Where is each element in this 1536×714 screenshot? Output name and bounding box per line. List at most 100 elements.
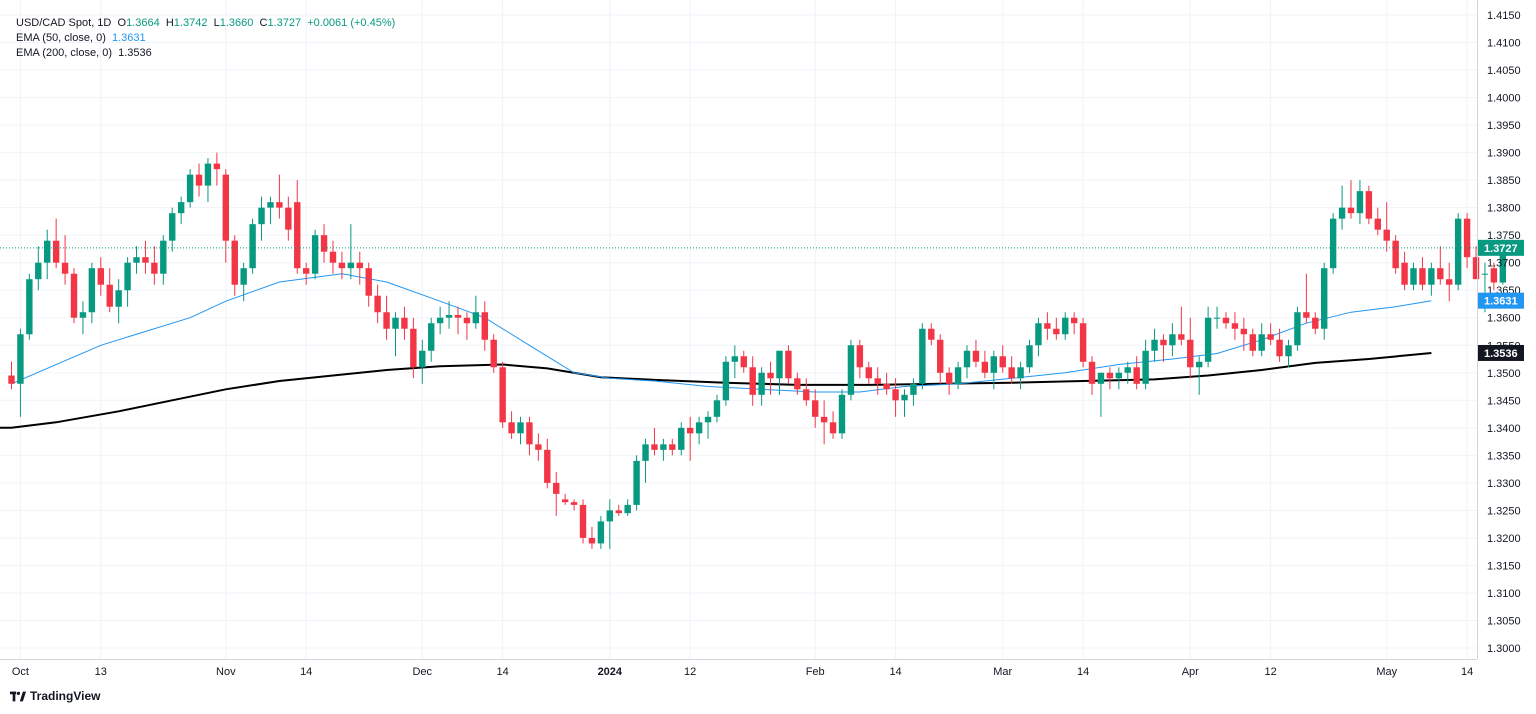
candle-body-125 bbox=[1124, 367, 1131, 373]
candle-38 bbox=[347, 224, 355, 280]
y-tick-label-7: 1.3350 bbox=[1487, 450, 1521, 462]
x-tick-label-1: 13 bbox=[95, 666, 107, 678]
y-tick-label-5: 1.3250 bbox=[1487, 505, 1521, 517]
candle-149 bbox=[1338, 185, 1346, 230]
candle-125 bbox=[1124, 361, 1131, 384]
candle-body-103 bbox=[928, 328, 935, 340]
candle-body-151 bbox=[1356, 191, 1364, 214]
candle-142 bbox=[1276, 328, 1283, 362]
candle-body-148 bbox=[1329, 218, 1337, 269]
candle-body-131 bbox=[1178, 334, 1185, 340]
candle-95 bbox=[856, 339, 864, 379]
candle-body-1 bbox=[17, 334, 24, 384]
candle-body-142 bbox=[1276, 339, 1283, 357]
candle-body-59 bbox=[535, 444, 542, 450]
candle-48 bbox=[436, 306, 444, 335]
candle-8 bbox=[79, 301, 87, 335]
candle-body-64 bbox=[579, 504, 587, 538]
y-tick-label-10: 1.3500 bbox=[1487, 368, 1521, 380]
candle-body-167 bbox=[1499, 247, 1507, 283]
candle-body-79 bbox=[713, 400, 721, 417]
candles-layer bbox=[8, 152, 1507, 549]
candle-9 bbox=[88, 262, 96, 324]
candle-body-141 bbox=[1267, 334, 1274, 340]
candle-body-54 bbox=[490, 339, 497, 368]
y-tick-label-1: 1.3050 bbox=[1487, 615, 1521, 627]
candle-106 bbox=[954, 361, 962, 390]
candle-body-119 bbox=[1070, 317, 1078, 324]
candle-body-143 bbox=[1285, 345, 1292, 357]
candle-154 bbox=[1383, 202, 1390, 252]
y-tick-label-15: 1.3750 bbox=[1487, 230, 1521, 242]
candle-163 bbox=[1463, 213, 1471, 269]
candle-27 bbox=[249, 218, 256, 274]
candle-41 bbox=[374, 284, 381, 324]
candle-50 bbox=[454, 306, 462, 335]
candle-body-11 bbox=[106, 284, 113, 307]
candle-135 bbox=[1213, 306, 1221, 329]
y-axis[interactable]: 1.3000 1.3050 1.3100 1.3150 1.3200 1.3250 1.33… bbox=[1477, 0, 1521, 659]
candle-33 bbox=[302, 262, 310, 285]
candle-49 bbox=[445, 301, 453, 329]
candle-body-102 bbox=[919, 328, 926, 384]
price-label-0: 1.3727 bbox=[1478, 239, 1524, 256]
candle-body-19 bbox=[177, 202, 185, 214]
candle-body-115 bbox=[1035, 323, 1042, 346]
y-tick-label-18: 1.3900 bbox=[1487, 148, 1521, 160]
candle-body-140 bbox=[1258, 334, 1265, 351]
legend-ema200-label: EMA (200, close, 0) bbox=[16, 47, 112, 59]
candle-93 bbox=[838, 389, 846, 439]
candle-3 bbox=[35, 246, 42, 291]
price-label-2: 1.3536 bbox=[1478, 344, 1524, 361]
candle-98 bbox=[883, 372, 890, 395]
candle-26 bbox=[240, 262, 247, 302]
candle-119 bbox=[1070, 312, 1078, 335]
candle-150 bbox=[1347, 180, 1355, 219]
candle-body-36 bbox=[329, 251, 337, 263]
candle-12 bbox=[115, 279, 122, 324]
tradingview-brand[interactable]: TradingView bbox=[10, 689, 100, 703]
candle-body-101 bbox=[910, 383, 917, 395]
price-label-1: 1.3631 bbox=[1478, 292, 1524, 309]
candle-body-45 bbox=[410, 328, 417, 368]
candle-160 bbox=[1437, 246, 1444, 285]
legend-high: 1.3742 bbox=[173, 17, 208, 29]
legend-open-label: O bbox=[117, 17, 127, 29]
candle-body-111 bbox=[999, 356, 1006, 368]
candle-66 bbox=[597, 515, 605, 549]
candle-body-120 bbox=[1079, 323, 1087, 362]
candle-body-164 bbox=[1472, 257, 1480, 280]
candle-91 bbox=[820, 400, 828, 445]
candle-body-122 bbox=[1097, 372, 1105, 384]
candle-29 bbox=[267, 196, 274, 225]
candle-139 bbox=[1249, 328, 1256, 357]
candle-body-93 bbox=[838, 394, 846, 434]
candle-28 bbox=[258, 196, 265, 241]
price-labels: 1.3727 1.3631 1.3536 bbox=[1478, 239, 1524, 361]
legend-open: 1.3664 bbox=[126, 17, 160, 29]
candle-body-99 bbox=[892, 389, 899, 401]
x-axis[interactable]: Oct 13 Nov 14 Dec 14 2024 12 Feb 14 Mar 14 Apr 12 May 1… bbox=[0, 659, 1536, 679]
candle-143 bbox=[1285, 339, 1292, 368]
candle-body-127 bbox=[1142, 350, 1149, 384]
candle-body-61 bbox=[553, 482, 560, 494]
candle-body-56 bbox=[508, 422, 515, 434]
candle-body-123 bbox=[1106, 372, 1114, 379]
legend-ohlc-row: USD/CAD Spot, 1D O1.3664 H1.3742 L1.3660… bbox=[16, 16, 395, 31]
candle-84 bbox=[758, 367, 765, 406]
candle-39 bbox=[356, 251, 363, 285]
candle-23 bbox=[213, 152, 221, 186]
candle-body-39 bbox=[356, 262, 363, 269]
candle-body-135 bbox=[1213, 317, 1221, 319]
x-tick-label-11: 14 bbox=[1077, 666, 1089, 678]
candle-body-50 bbox=[454, 314, 462, 318]
candle-17 bbox=[160, 235, 167, 285]
candle-104 bbox=[937, 334, 944, 384]
candle-body-26 bbox=[240, 268, 247, 285]
candle-148 bbox=[1329, 213, 1337, 274]
candle-5 bbox=[52, 218, 60, 269]
candle-113 bbox=[1017, 361, 1024, 390]
candle-body-5 bbox=[52, 240, 60, 263]
candle-body-160 bbox=[1437, 268, 1444, 280]
